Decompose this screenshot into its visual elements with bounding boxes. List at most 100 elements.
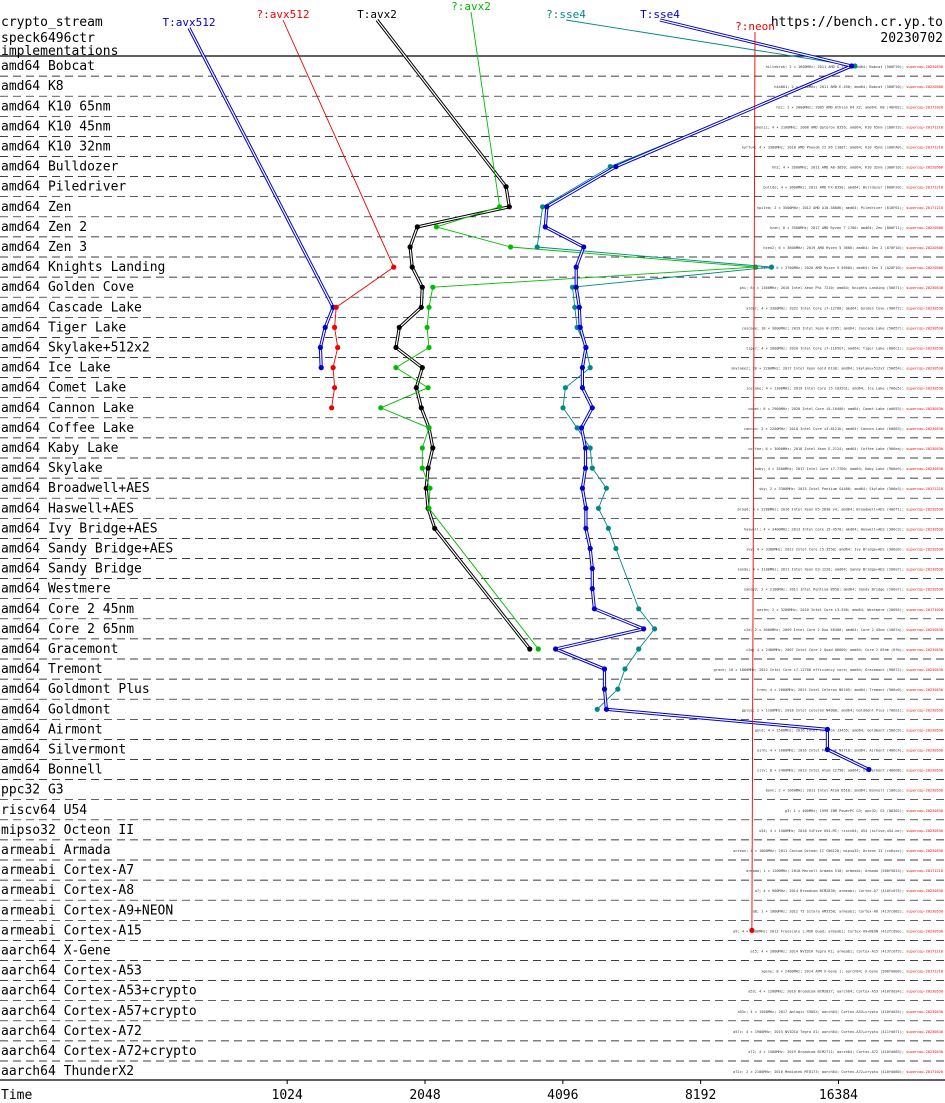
data-point [589, 586, 595, 592]
series-avx2 [378, 11, 759, 652]
category-label-armeabi-cortex-a7: armeabi Cortex-A7 [1, 863, 134, 878]
category-label-amd64-kaby-lake: amd64 Kaby Lake [1, 441, 119, 456]
data-point [418, 405, 424, 411]
title-line-2: speck6496ctr [1, 31, 95, 46]
data-point [573, 264, 579, 270]
category-label-amd64-core-2-65nm: amd64 Core 2 65nm [1, 622, 134, 637]
category-label-aarch64-cortex-a53: aarch64 Cortex-A53 [1, 964, 142, 979]
machine-detail-amd64-golden-cove: phi; 64 × 1300MHz; 2016 Intel Xeon Phi 7… [740, 286, 943, 290]
series-line-inner [188, 27, 334, 368]
data-point [582, 445, 589, 451]
data-point [396, 324, 402, 330]
data-point [419, 445, 425, 451]
data-point [574, 425, 580, 431]
machine-detail-amd64-tremont: grace; 16 × 1800MHz; 2022 Intel Core i7-… [714, 668, 943, 672]
series-line [751, 31, 756, 931]
category-label-amd64-cascade-lake: amd64 Cascade Lake [1, 300, 142, 315]
data-point [583, 505, 589, 511]
data-point [419, 365, 425, 371]
machine-detail-armeabi-cortex-a9-plus-neon: a8; 1 × 1000MHz; 2012 TI Sitara AM3358; … [753, 909, 943, 913]
data-point [589, 405, 595, 411]
series-line-inner [544, 19, 870, 771]
data-point [577, 324, 583, 330]
data-point [425, 465, 431, 471]
data-point [613, 545, 619, 552]
x-tick-label: 1024 [272, 1088, 303, 1103]
machine-detail-aarch64-cortex-a57-plus-crypto: a53c; 4 × 1500MHz; 2017 Amlogic S905X; a… [737, 1010, 943, 1014]
category-label-aarch64-thunderx2: aarch64 ThunderX2 [1, 1064, 134, 1079]
machine-detail-amd64-westmere: sandy2; 2 × 2100MHz; 2011 Intel Pentium … [744, 588, 943, 592]
data-point [579, 385, 586, 391]
category-label-amd64-broadwell-plus-aes: amd64 Broadwell+AES [1, 481, 150, 496]
machine-detail-amd64-cannon-lake: comet; 6 × 2900MHz; 2020 Intel Core i5-1… [748, 407, 943, 411]
data-point [824, 746, 831, 753]
machine-detail-aarch64-thunderx2: a72c; 2 × 2100MHz; 2016 Mediatek MT8173;… [733, 1070, 943, 1074]
category-label-amd64-k10-65nm: amd64 K10 65nm [1, 99, 111, 114]
data-point [603, 485, 610, 491]
machine-detail-amd64-gracemont: c2q; 4 × 2400MHz; 2007 Intel Core 2 Quad… [746, 648, 943, 652]
x-tick-label: 16384 [819, 1088, 858, 1103]
data-point [423, 485, 429, 491]
machine-detail-armeabi-cortex-a8: a7; 4 × 900MHz; 2014 Broadcom BCM2836; a… [755, 889, 943, 893]
series-avx512 [282, 19, 397, 411]
machine-detail-amd64-k8: h4a001; 2 × 1600MHz; 2011 AMD E-450; amd… [774, 85, 943, 89]
category-label-mipso32-octeon-ii: mipso32 Octeon II [1, 823, 134, 838]
machine-detail-amd64-coffee-lake: cannon; 2 × 2200MHz; 2018 Intel Core i3-… [744, 427, 943, 431]
category-label-armeabi-cortex-a15: armeabi Cortex-A15 [1, 923, 142, 938]
machine-detail-aarch64-x-gene: a15; 4 × 2000MHz; 2014 NVIDIA Tegra K1; … [750, 949, 943, 953]
data-point [569, 284, 576, 290]
data-point [652, 626, 658, 632]
data-point [430, 445, 436, 451]
data-point [322, 324, 328, 330]
x-tick-label: 2048 [409, 1088, 440, 1103]
data-point [332, 324, 338, 330]
data-point [560, 405, 566, 411]
machine-detail-amd64-comet-lake: icelake; 4 × 1300MHz; 2019 Intel Core i5… [746, 387, 943, 391]
legend-avx512: ?:avx512 [257, 8, 310, 21]
category-label-amd64-sandy-bridge: amd64 Sandy Bridge [1, 562, 142, 577]
category-label-armeabi-armada: armeabi Armada [1, 843, 111, 858]
data-point [432, 525, 438, 531]
category-label-amd64-golden-cove: amd64 Golden Cove [1, 280, 134, 295]
category-label-amd64-k8: amd64 K8 [1, 79, 64, 94]
machine-detail-amd64-zen: hpiled; 2 × 3500MHz; 2012 AMD A10-5800K;… [757, 206, 943, 210]
category-label-amd64-coffee-lake: amd64 Coffee Lake [1, 421, 134, 436]
series-t-avx512 [187, 27, 336, 371]
data-point [601, 666, 608, 672]
data-point [393, 365, 399, 371]
machine-detail-armeabi-cortex-a7: armada; 1 × 1200MHz; 2010 Marvell Armada… [746, 869, 943, 873]
series-line [282, 19, 395, 408]
data-point [391, 264, 397, 270]
category-label-aarch64-cortex-a72-plus-crypto: aarch64 Cortex-A72+crypto [1, 1044, 197, 1059]
category-label-amd64-skylake: amd64 Skylake [1, 461, 103, 476]
data-point [587, 365, 593, 371]
series-neon [749, 31, 756, 934]
legend-avx2: ?:avx2 [451, 0, 491, 13]
data-point [497, 204, 503, 210]
data-point [329, 405, 335, 411]
data-point [317, 344, 323, 351]
data-point [849, 63, 855, 69]
machine-detail-amd64-k10-65nm: h2c; 2 × 2000MHz; 2005 AMD Athlon 64 X2;… [776, 105, 943, 109]
category-label-amd64-gracemont: amd64 Gracemont [1, 642, 118, 657]
category-label-amd64-tiger-lake: amd64 Tiger Lake [1, 320, 126, 335]
machine-detail-amd64-skylake: kaby; 4 × 3500MHz; 2017 Intel Core i7-77… [755, 467, 943, 471]
machine-detail-amd64-piledriver: bulldo; 4 × 3600MHz; 2012 AMD FX-8350; a… [763, 186, 943, 190]
category-label-amd64-sandy-bridge-plus-aes: amd64 Sandy Bridge+AES [1, 541, 173, 556]
series-line-outer [543, 18, 870, 771]
machine-detail-amd64-goldmont: gplus; 2 × 1100MHz; 2018 Intel Celeron N… [742, 708, 943, 712]
category-label-aarch64-cortex-a72: aarch64 Cortex-A72 [1, 1024, 142, 1039]
data-point [579, 485, 586, 491]
machine-detail-aarch64-cortex-a72-plus-crypto: a72; 4 × 1500MHz; 2019 Broadcom BCM2711;… [748, 1050, 943, 1054]
machine-details: hiltebrok; 2 × 1600MHz; 2011 AMD G-T56N;… [714, 65, 943, 1074]
data-point [587, 445, 593, 451]
machine-detail-amd64-broadwell-plus-aes: sky; 2 × 3300MHz; 2015 Intel Pentium G44… [759, 487, 943, 491]
series-t-avx2 [375, 19, 533, 652]
data-point [430, 284, 436, 290]
data-point [824, 726, 831, 733]
machine-detail-amd64-k10-45nm: phenii; 4 × 2100MHz; 2008 AMD Opteron 83… [755, 125, 943, 129]
machine-detail-amd64-bulldozer: hh2; 4 × 2600MHz; 2011 AMD A8-3850; amd6… [772, 166, 943, 170]
machine-detail-amd64-zen-2: hzen; 8 × 3500MHz; 2017 AMD Ryzen 7 1700… [770, 226, 943, 230]
machine-detail-ppc32-g3: bonn; 2 × 1660MHz; 2011 Intel Atom D510;… [766, 789, 943, 793]
